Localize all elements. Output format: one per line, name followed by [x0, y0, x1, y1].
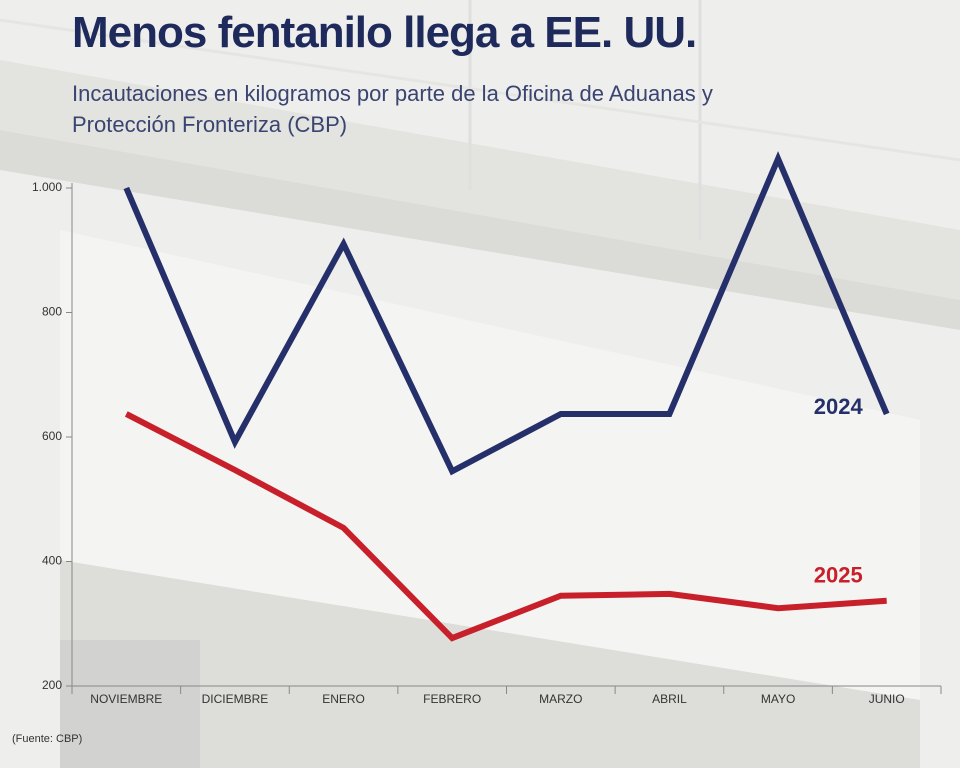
chart-subtitle: Incautaciones en kilogramos por parte de… — [72, 81, 713, 137]
x-tick-label: DICIEMBRE — [202, 692, 269, 706]
y-tick-label: 1.000 — [32, 180, 62, 194]
y-tick-label: 800 — [42, 305, 62, 319]
y-tick-label: 600 — [42, 429, 62, 443]
series-label: 2024 — [814, 394, 864, 419]
x-tick-label: MAYO — [761, 692, 795, 706]
series-line — [123, 151, 890, 476]
x-tick-label: ENERO — [322, 692, 365, 706]
chart-title: Menos fentanilo llega a EE. UU. — [72, 8, 697, 57]
series-label: 2025 — [814, 563, 863, 588]
x-tick-label: FEBRERO — [423, 692, 481, 706]
x-tick-label: MARZO — [539, 692, 582, 706]
x-tick-label: ABRIL — [652, 692, 687, 706]
x-tick-label: JUNIO — [869, 692, 905, 706]
series-line — [124, 411, 887, 642]
y-tick-label: 200 — [42, 678, 62, 692]
y-tick-label: 400 — [42, 554, 62, 568]
source-note: (Fuente: CBP) — [12, 733, 83, 745]
x-tick-label: NOVIEMBRE — [90, 692, 162, 706]
